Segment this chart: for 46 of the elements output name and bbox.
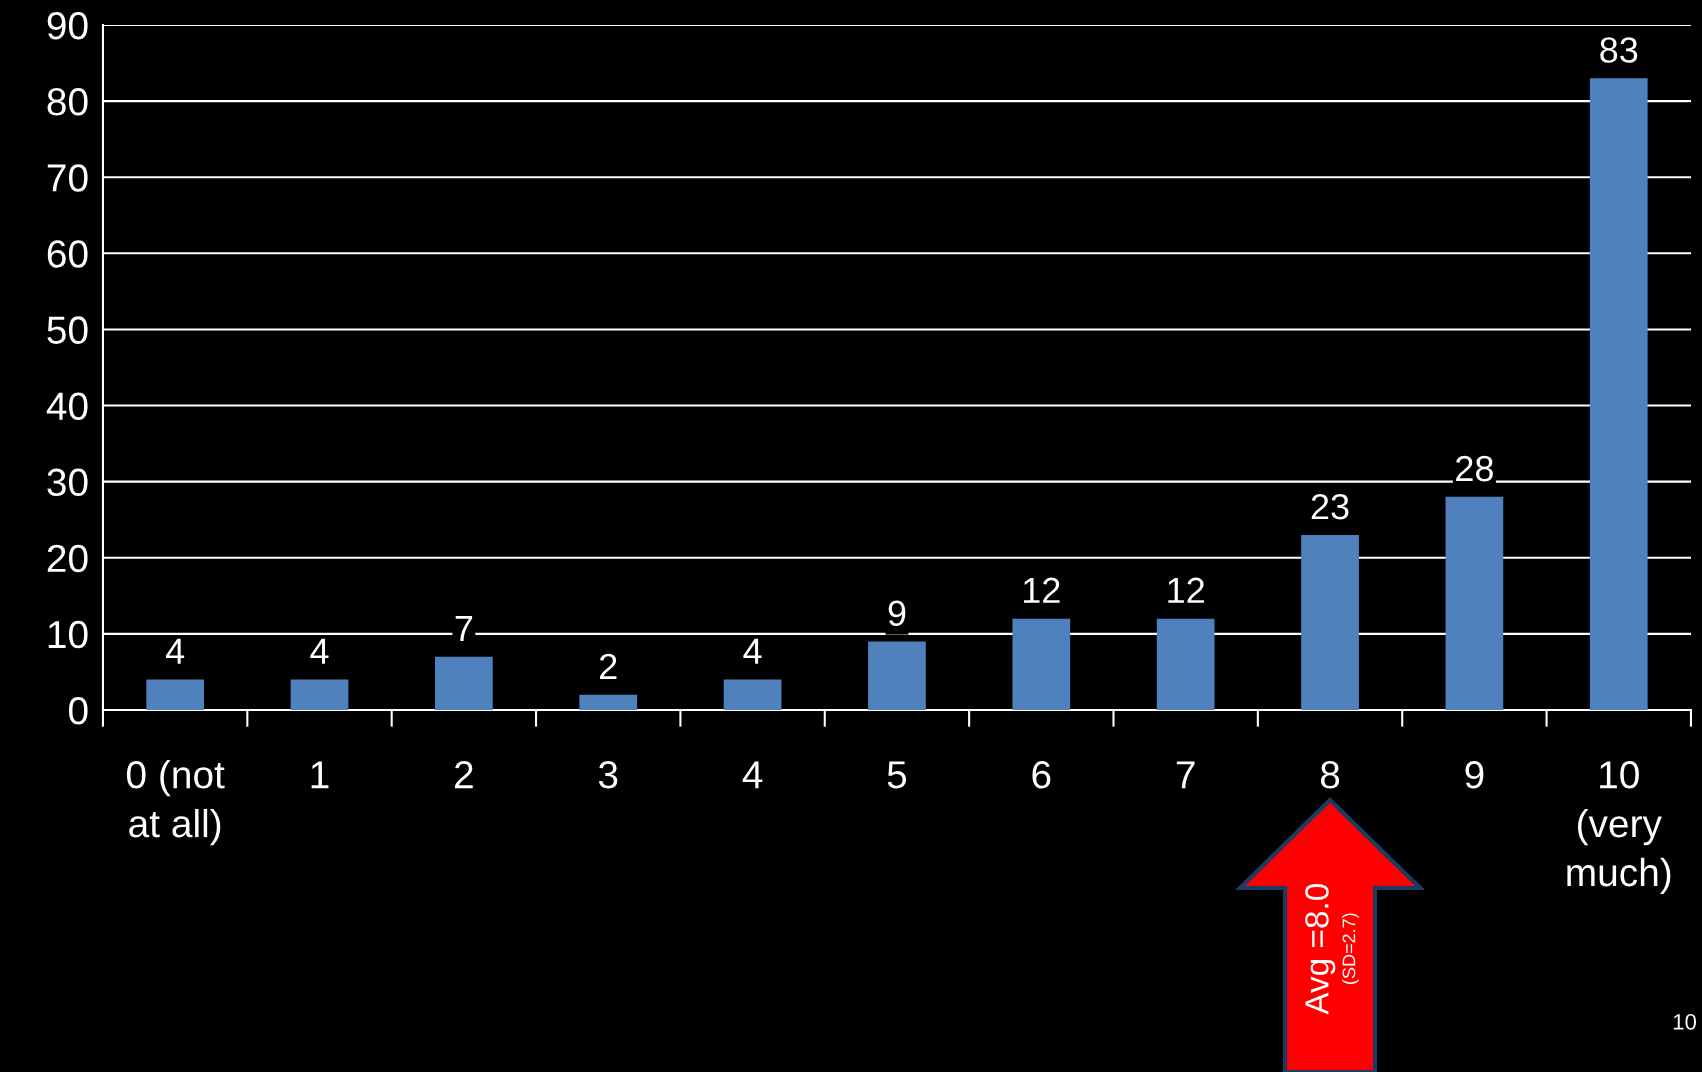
x-tick-label: 9: [1465, 761, 1484, 789]
y-tick-label: 10: [48, 620, 88, 649]
x-tick-label: 2: [455, 761, 473, 789]
x-tick-label: 1: [311, 761, 329, 789]
bar: [1445, 496, 1504, 710]
y-tick-label: 90: [47, 11, 88, 40]
bar: [290, 679, 349, 710]
data-label: 7: [455, 616, 473, 641]
data-label: 2: [600, 653, 617, 679]
data-label: 4: [310, 638, 329, 664]
x-tick-label: 8: [1320, 761, 1340, 789]
x-tick-label: 4: [742, 761, 763, 789]
bar: [1012, 618, 1071, 710]
y-tick-label: 50: [47, 316, 88, 344]
bar: [1589, 78, 1648, 710]
data-label: 4: [743, 638, 762, 664]
text: (SD=2.7): [1342, 913, 1359, 984]
x-tick-label: 6: [1032, 761, 1051, 789]
x-tick-label: 0 (not at all): [126, 759, 225, 846]
bar: [723, 679, 782, 710]
x-tick-label: 10 (very much): [1567, 761, 1671, 895]
bar: [435, 656, 493, 710]
y-tick-label: 60: [47, 240, 88, 268]
bar: [1301, 534, 1359, 710]
y-tick-label: 30: [47, 468, 88, 497]
data-label: 83: [1600, 37, 1638, 63]
bar: [579, 694, 638, 710]
data-label: 12: [1023, 577, 1060, 603]
data-label: 28: [1456, 455, 1493, 482]
x-tick-label: 5: [887, 761, 907, 789]
y-tick-label: 80: [47, 88, 88, 116]
data-label: 12: [1168, 577, 1204, 603]
data-label: 23: [1311, 493, 1349, 520]
bar: [146, 679, 205, 710]
x-tick-label: 7: [1176, 761, 1195, 789]
y-tick-label: 20: [47, 544, 88, 573]
text: Avg =8.0: [1305, 884, 1336, 1015]
y-tick-label: 40: [46, 392, 88, 421]
text: 10: [1673, 1013, 1697, 1030]
data-label: 9: [888, 600, 906, 627]
x-tick-label: 3: [598, 761, 618, 789]
data-label: 4: [165, 638, 185, 664]
y-tick-label: 70: [47, 164, 88, 192]
y-tick-label: 0: [68, 696, 88, 725]
bar: [868, 641, 926, 710]
bar: [1156, 618, 1215, 710]
